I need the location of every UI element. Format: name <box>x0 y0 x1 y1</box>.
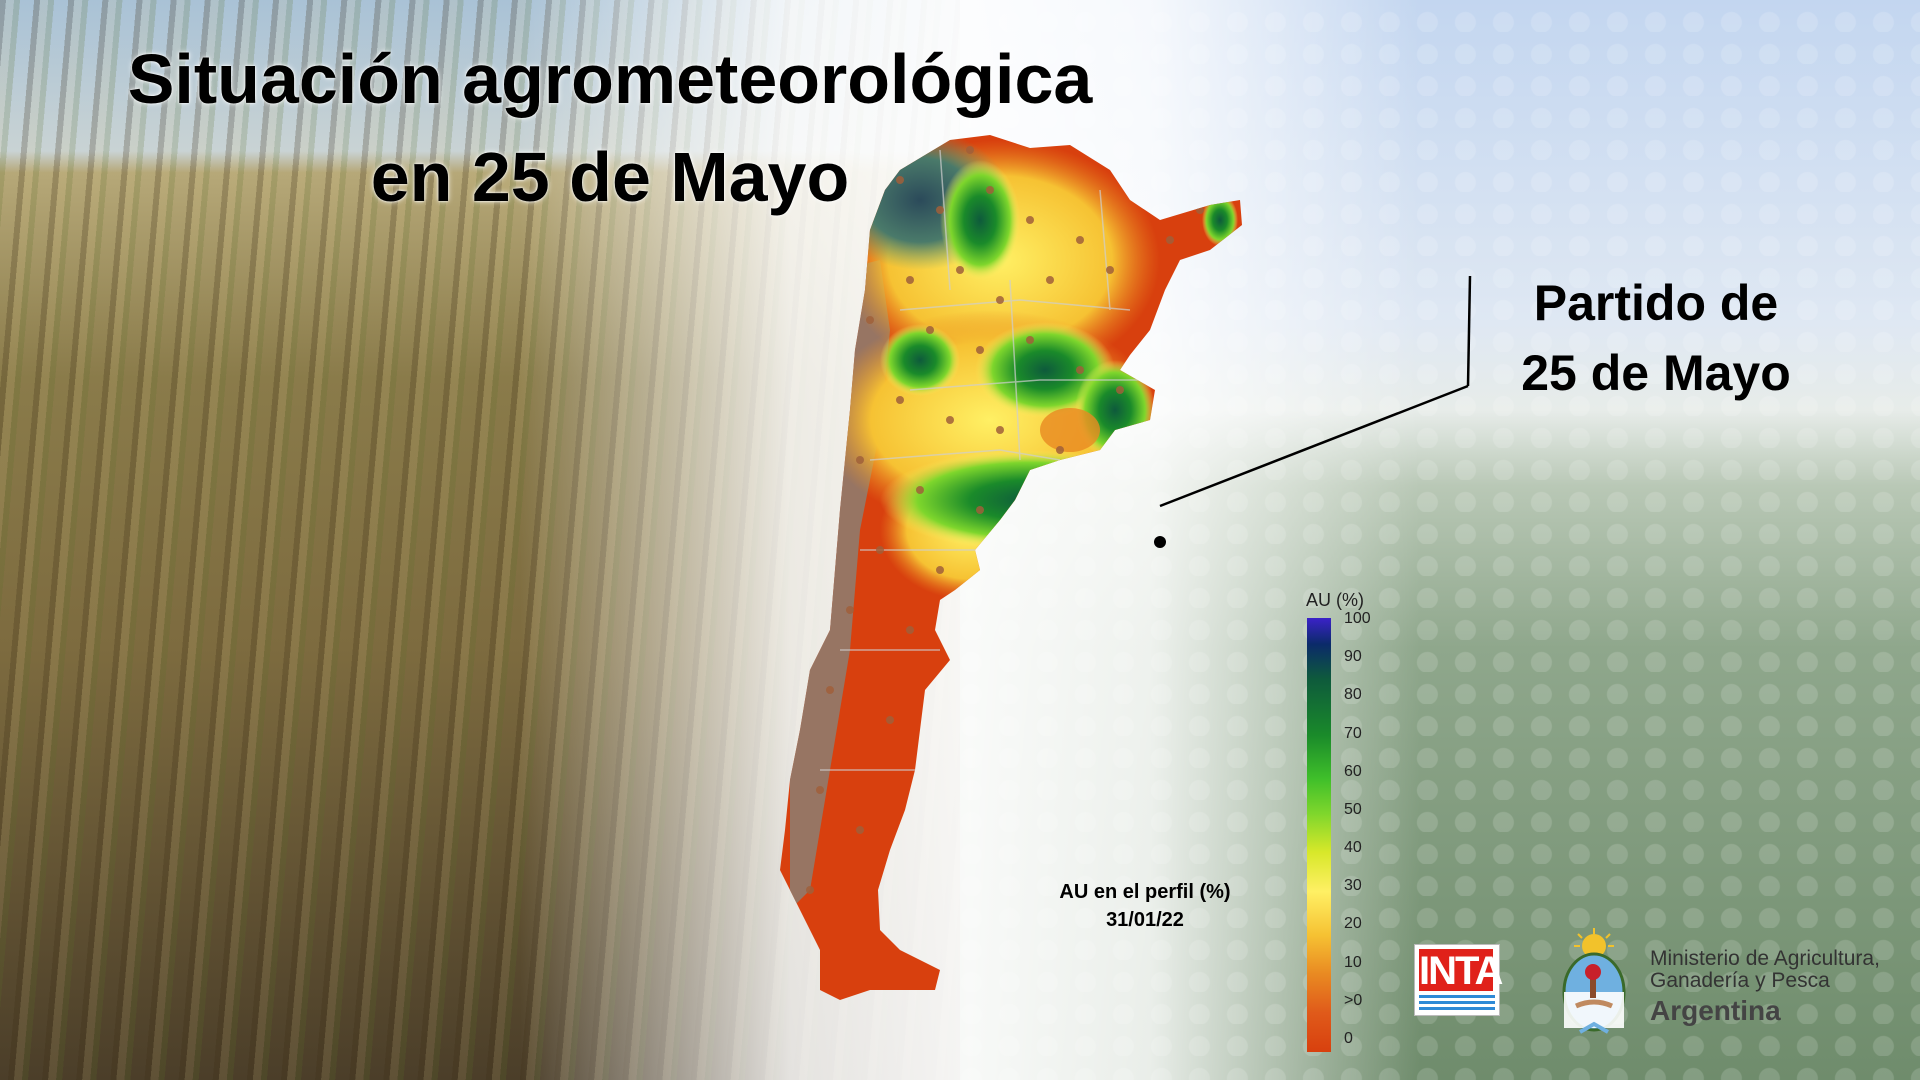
page-title: Situación agrometeorológica en 25 de May… <box>0 30 1220 226</box>
map-caption-title: AU en el perfil (%) <box>1059 881 1231 903</box>
callout-line-2: 25 de Mayo <box>1521 345 1791 401</box>
partido-callout: Partido de 25 de Mayo <box>1496 268 1816 408</box>
legend-tick: 80 <box>1344 686 1362 704</box>
inta-logo-stripes <box>1419 995 1495 1011</box>
ministry-line-3: Argentina <box>1650 995 1781 1026</box>
map-caption-date: 31/01/22 <box>1106 909 1184 931</box>
legend-tick: >0 <box>1344 991 1363 1009</box>
legend-tick: 60 <box>1344 762 1362 780</box>
ministry-line-1: Ministerio de Agricultura, <box>1650 947 1880 970</box>
ministry-line-2: Ganadería y Pesca <box>1650 969 1830 992</box>
title-line-2: en 25 de Mayo <box>370 138 850 216</box>
argentina-coat-of-arms-icon <box>1562 928 1626 1034</box>
legend-tick: 40 <box>1344 839 1362 857</box>
legend-tick: 100 <box>1344 610 1371 627</box>
ministry-logo-text: Ministerio de Agricultura, Ganadería y P… <box>1650 948 1880 1030</box>
title-line-1: Situación agrometeorológica <box>127 40 1093 118</box>
legend-tick: 30 <box>1344 877 1362 895</box>
legend-title: AU (%) <box>1306 590 1364 610</box>
inta-logo: INTA <box>1414 944 1503 1016</box>
callout-line-1: Partido de <box>1533 275 1779 331</box>
inta-logo-text: INTA <box>1419 949 1503 993</box>
legend-tick: 20 <box>1344 915 1362 933</box>
legend-tick: 10 <box>1344 953 1362 971</box>
legend-color-bar <box>1307 618 1331 1052</box>
map-caption: AU en el perfil (%) 31/01/22 <box>1020 878 1270 934</box>
argentina-soil-water-map <box>780 135 1242 1000</box>
partido-25-de-mayo-marker <box>1154 536 1166 548</box>
legend-tick: 70 <box>1344 724 1362 742</box>
legend-tick: 0 <box>1344 1030 1353 1047</box>
legend-tick: 50 <box>1344 800 1362 818</box>
legend-tick: 90 <box>1344 648 1362 666</box>
